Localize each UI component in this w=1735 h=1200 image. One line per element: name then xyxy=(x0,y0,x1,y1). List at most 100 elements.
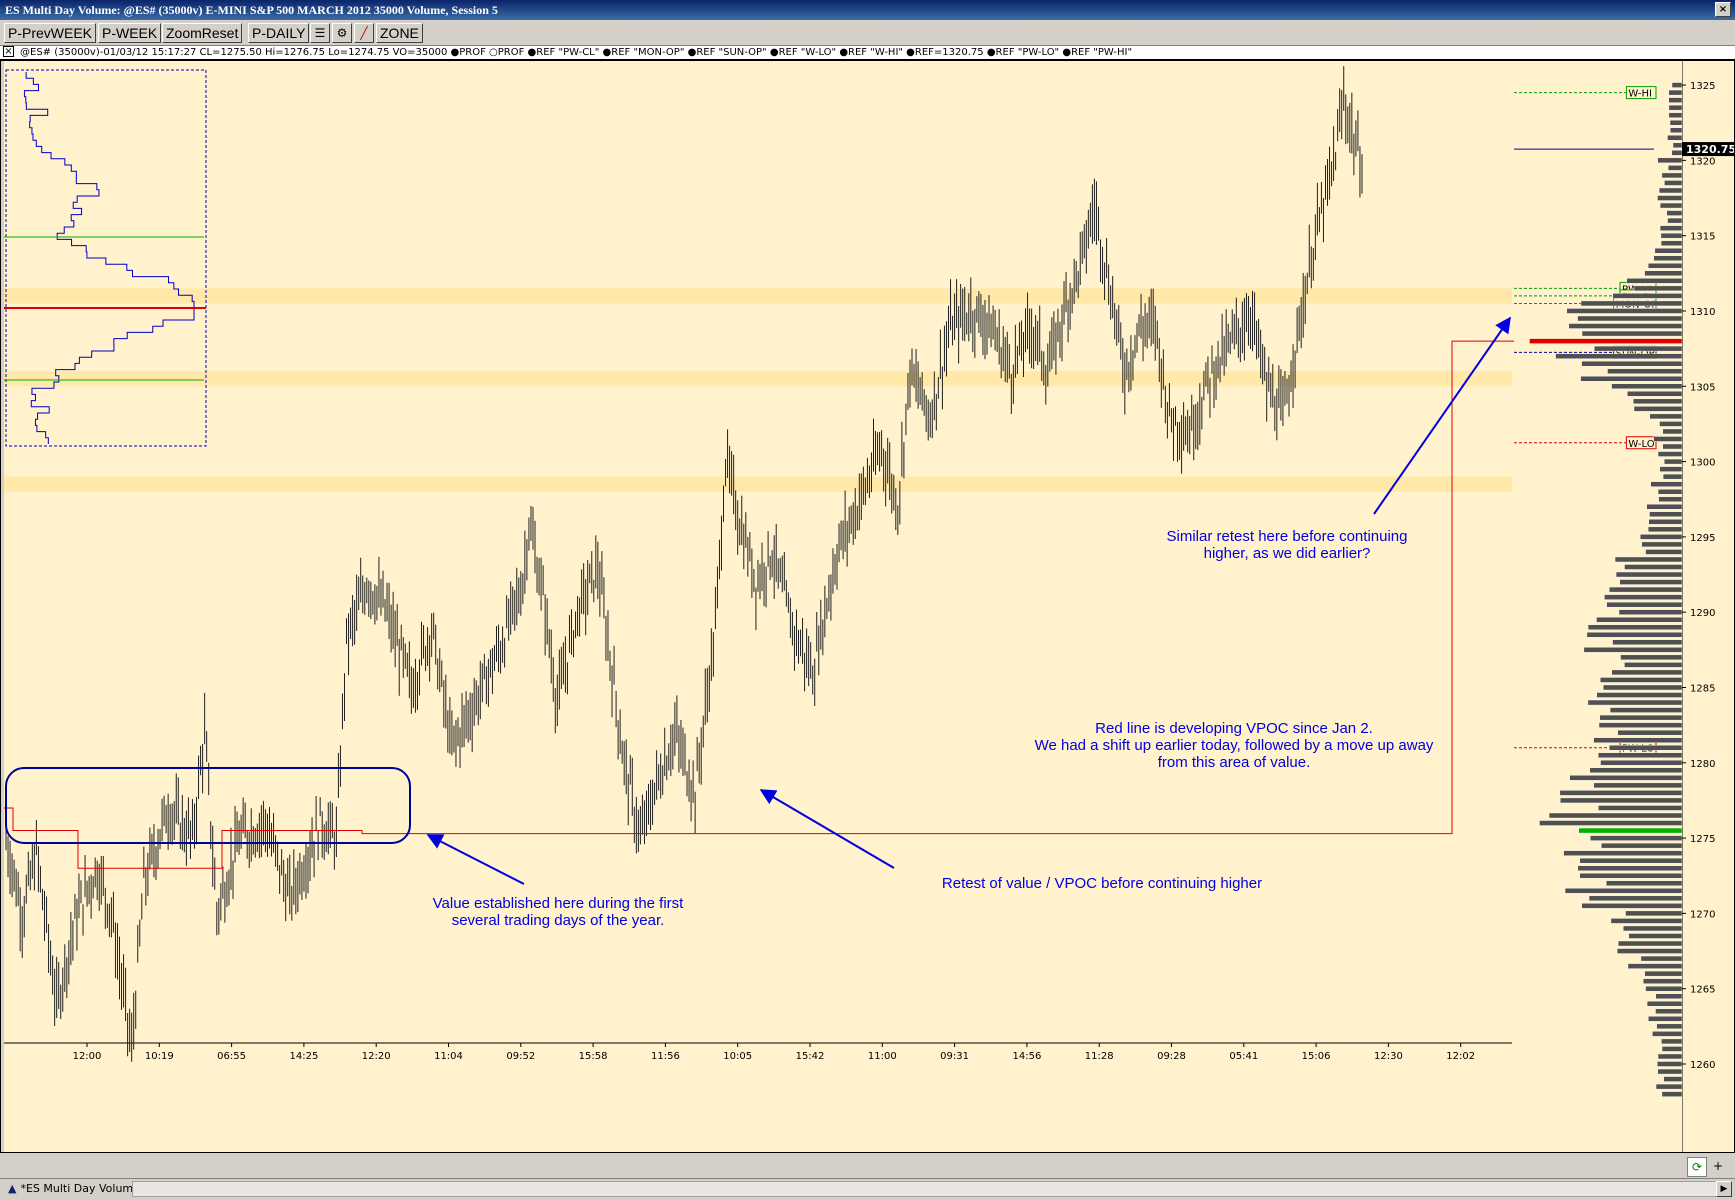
volume-profile-bar xyxy=(1612,639,1683,646)
horizontal-scrollbar[interactable] xyxy=(132,1181,1720,1197)
volume-profile-bar xyxy=(1566,308,1683,314)
volume-profile-bar xyxy=(1657,488,1683,495)
x-tick-label: 15:42 xyxy=(796,1051,825,1062)
refresh-icon[interactable]: ⟳ xyxy=(1687,1157,1707,1177)
volume-profile-bar xyxy=(1659,202,1683,209)
volume-profile-bar xyxy=(1657,195,1683,201)
annotation-text-line: from this area of value. xyxy=(1158,754,1311,771)
current-price-label: 1320.75 xyxy=(1686,143,1735,156)
x-tick-label: 12:20 xyxy=(362,1051,391,1062)
volume-profile-bar xyxy=(1615,571,1683,578)
sheet-bar: ▲*ES Multi Day Volume ◀ ▶ xyxy=(0,1178,1735,1200)
y-tick-label: 1315 xyxy=(1690,232,1715,243)
volume-profile-bar xyxy=(1597,752,1683,758)
volume-profile-bar xyxy=(1647,263,1683,269)
p-daily-button[interactable]: P-DAILY xyxy=(248,23,310,43)
volume-profile-bar xyxy=(1645,549,1683,555)
p-week-button[interactable]: P-WEEK xyxy=(98,23,162,43)
volume-profile-bar xyxy=(1670,127,1683,133)
volume-profile-bar xyxy=(1657,1061,1683,1067)
zone-button[interactable]: ZONE xyxy=(376,23,423,43)
volume-profile-bar xyxy=(1660,240,1683,246)
scroll-right-icon[interactable]: ▶ xyxy=(1716,1181,1732,1197)
annotation-text-line: Similar retest here before continuing xyxy=(1167,528,1408,545)
volume-profile-bar xyxy=(1662,428,1683,435)
volume-profile-bar xyxy=(1633,406,1683,412)
volume-profile-bar xyxy=(1656,1023,1683,1030)
volume-profile-bar xyxy=(1668,89,1683,96)
volume-profile-bar xyxy=(1607,368,1683,374)
volume-profile-bar xyxy=(1663,458,1683,465)
volume-profile-bar xyxy=(1609,586,1683,593)
annotation-arrow xyxy=(426,834,525,885)
y-tick-label: 1260 xyxy=(1690,1060,1715,1071)
volume-profile-bar xyxy=(1628,933,1683,939)
volume-profile-bar xyxy=(1625,910,1683,917)
volume-profile-bar xyxy=(1652,1031,1683,1037)
x-tick-label: 15:58 xyxy=(579,1051,608,1062)
volume-profile-bar xyxy=(1659,421,1683,427)
value-band xyxy=(4,288,1512,304)
x-tick-label: 10:19 xyxy=(145,1051,174,1062)
volume-profile-bar xyxy=(1668,112,1683,118)
y-tick-label: 1270 xyxy=(1690,909,1715,920)
volume-profile-bar xyxy=(1610,918,1683,924)
volume-profile-bar xyxy=(1564,888,1683,894)
annotation-text-line: several trading days of the year. xyxy=(452,912,665,929)
annotation-text-line: Red line is developing VPOC since Jan 2. xyxy=(1095,720,1373,737)
price-chart[interactable]: 12:00 10:19 06:55 14:25 12:20 11:04 09:52 15:58… xyxy=(4,60,1684,1152)
zoomreset-button[interactable]: ZoomReset xyxy=(162,23,243,43)
volume-profile-bar xyxy=(1649,511,1683,517)
volume-profile-bar xyxy=(1539,820,1683,826)
sheet-tab-label: *ES Multi Day Volume xyxy=(20,1182,140,1195)
volume-profile-bar xyxy=(1598,722,1683,728)
y-tick-label: 1300 xyxy=(1690,458,1715,469)
volume-profile-bar xyxy=(1640,955,1683,962)
volume-profile-bar xyxy=(1617,729,1683,736)
volume-profile-bar xyxy=(1667,217,1683,224)
volume-profile-bar xyxy=(1599,714,1683,721)
volume-profile-bar xyxy=(1655,993,1683,999)
stack-icon[interactable]: ☰ xyxy=(310,23,330,43)
volume-profile-bar xyxy=(1611,383,1683,389)
add-icon[interactable]: + xyxy=(1712,1159,1724,1173)
settings-icon[interactable]: ⚙ xyxy=(332,23,352,43)
x-tick-label: 09:52 xyxy=(506,1051,535,1062)
volume-profile-bar xyxy=(1612,293,1683,299)
volume-profile-bar xyxy=(1614,556,1683,563)
volume-profile-bar xyxy=(1648,1016,1683,1022)
volume-profile-bar xyxy=(1611,669,1683,676)
annotation-text-line: higher, as we did earlier? xyxy=(1204,545,1371,562)
volume-profile-bar xyxy=(1646,504,1683,510)
p-prevweek-button[interactable]: P-PrevWEEK xyxy=(4,23,97,43)
volume-profile-bar xyxy=(1649,413,1683,420)
volume-profile-bar xyxy=(1587,624,1683,630)
volume-profile-bar xyxy=(1579,873,1683,879)
annotation-text-line: We had a shift up earlier today, followe… xyxy=(1035,737,1434,754)
y-tick-label: 1305 xyxy=(1690,382,1715,393)
reference-label-box xyxy=(1625,86,1657,100)
volume-profile-bar xyxy=(1599,677,1683,683)
volume-profile-bar xyxy=(1661,1038,1683,1045)
close-study-icon[interactable]: × xyxy=(3,46,14,57)
x-tick-label: 09:28 xyxy=(1157,1051,1186,1062)
volume-profile-bar xyxy=(1672,142,1683,149)
volume-profile-bar xyxy=(1623,925,1683,932)
close-icon[interactable]: × xyxy=(1715,2,1731,17)
volume-profile-bar xyxy=(1648,519,1683,525)
window-title: ES Multi Day Volume: @ES# (35000v) E-MIN… xyxy=(5,3,498,17)
volume-profile-bar xyxy=(1618,609,1683,615)
volume-profile-bar xyxy=(1668,165,1683,171)
x-tick-label: 11:04 xyxy=(434,1051,463,1062)
volume-profile-bar xyxy=(1627,391,1683,397)
x-tick-label: 05:41 xyxy=(1229,1051,1258,1062)
sheet-tab[interactable]: ▲ *ES Multi Day Volume xyxy=(8,1181,140,1197)
volume-profile-bar xyxy=(1639,534,1683,540)
vpoc-line xyxy=(4,340,1514,869)
y-tick-label: 1265 xyxy=(1690,985,1715,996)
volume-profile-bar xyxy=(1644,970,1683,977)
draw-line-icon[interactable]: ╱ xyxy=(354,23,374,43)
x-tick-label: 12:02 xyxy=(1446,1051,1475,1062)
volume-profile-bar xyxy=(1653,255,1683,261)
y-tick-label: 1290 xyxy=(1690,608,1715,619)
